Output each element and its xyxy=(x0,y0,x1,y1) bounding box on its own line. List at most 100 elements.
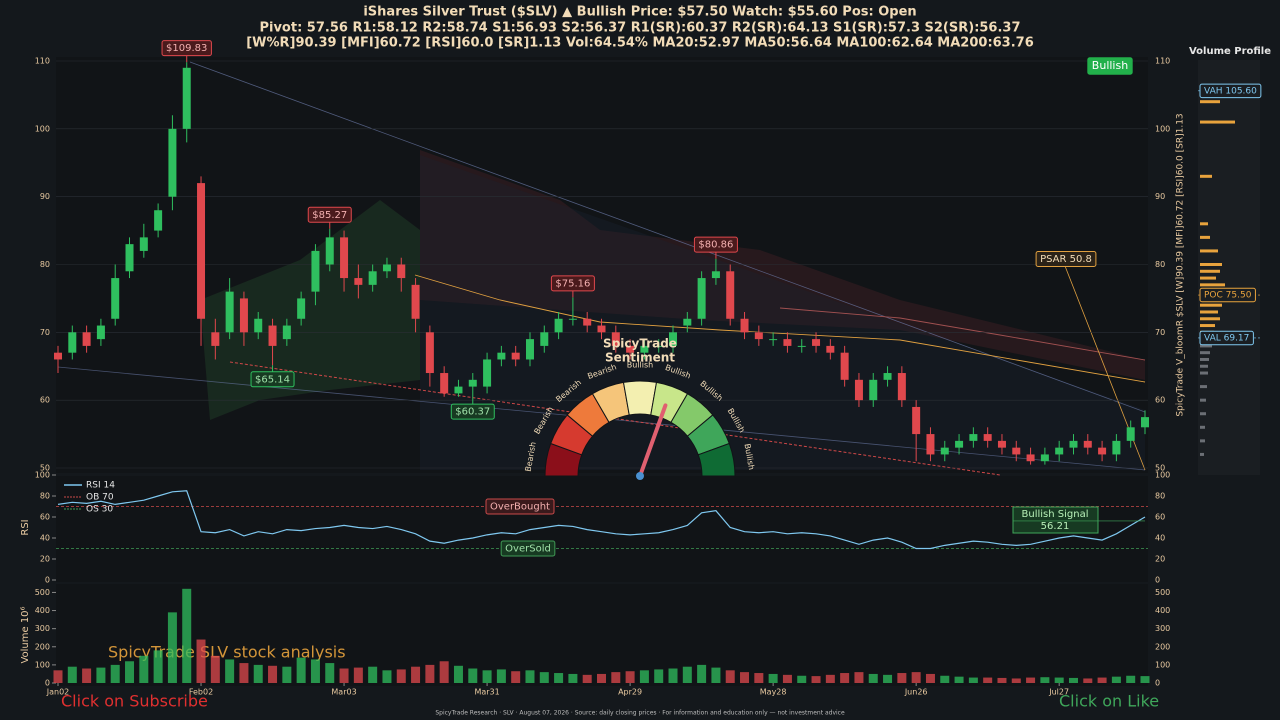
volume-bar xyxy=(53,670,63,683)
volume-bar xyxy=(411,666,421,683)
signal-badge: Bullish xyxy=(1092,59,1128,72)
y-tick-label-right: 20 xyxy=(1155,555,1165,564)
profile-bar xyxy=(1200,452,1204,456)
candle-body xyxy=(197,183,206,319)
volume-bar xyxy=(697,664,707,683)
volume-bar xyxy=(954,676,964,683)
y-tick-label: 20 xyxy=(40,555,50,564)
profile-bar xyxy=(1200,439,1205,443)
candle-body xyxy=(669,332,678,346)
signal-badge-box xyxy=(1087,57,1133,75)
y-tick-label: 90 xyxy=(40,192,50,201)
volume-bar xyxy=(682,666,692,683)
y-tick-label-right: 300 xyxy=(1155,624,1170,633)
candle-body xyxy=(997,440,1006,448)
volume-bar xyxy=(353,667,363,683)
volume-bar xyxy=(396,669,406,683)
y-tick-label: 500 xyxy=(35,588,50,597)
volume-bar xyxy=(883,674,893,683)
volume-bar xyxy=(482,670,492,683)
candle-body xyxy=(454,386,463,394)
candle-body xyxy=(983,434,992,441)
volume-bar xyxy=(782,674,792,683)
annotation-label: $60.37 xyxy=(455,407,490,418)
profile-bar xyxy=(1200,324,1215,328)
volume-bar xyxy=(439,661,449,683)
volume-bar xyxy=(468,668,478,683)
volume-bar xyxy=(282,666,292,683)
profile-marker-label-box xyxy=(1199,330,1254,346)
profile-bar xyxy=(1200,235,1210,239)
candle-body xyxy=(282,325,291,340)
candle-body xyxy=(168,128,177,197)
candle-body xyxy=(268,325,277,346)
profile-bar xyxy=(1200,351,1210,355)
volume-bar xyxy=(310,659,320,683)
profile-bar xyxy=(1200,269,1220,273)
candle-body xyxy=(211,332,220,346)
candle-body xyxy=(626,345,635,353)
gauge-hub xyxy=(636,472,644,480)
candle-body xyxy=(654,345,663,347)
profile-bar xyxy=(1200,344,1212,348)
y-tick-label-right: 50 xyxy=(1155,464,1165,473)
like-link[interactable]: Click on Like xyxy=(1059,692,1159,711)
subscribe-link[interactable]: Click on Subscribe xyxy=(61,692,208,711)
x-tick-label: Mar03 xyxy=(331,688,356,697)
volume-bar xyxy=(139,655,149,683)
volume-bar xyxy=(668,668,678,683)
candle-body xyxy=(1112,440,1121,455)
profile-marker-label: VAH 105.60 xyxy=(1204,86,1257,96)
candle-body xyxy=(225,291,234,333)
candle-body xyxy=(1098,447,1107,455)
volume-bar xyxy=(568,673,578,683)
gauge-segment xyxy=(697,442,736,477)
candle-body xyxy=(697,278,706,319)
candle-body xyxy=(1026,454,1035,462)
gauge-title: SpicyTrade xyxy=(603,337,677,351)
volume-bar xyxy=(110,664,120,683)
legend-label: RSI 14 xyxy=(86,481,115,491)
profile-bar xyxy=(1200,357,1209,361)
header-line: Pivot: 57.56 R1:58.12 R2:58.74 S1:56.93 … xyxy=(259,21,1020,36)
volume-bar xyxy=(239,663,249,683)
candle-body xyxy=(297,298,306,319)
volume-bar xyxy=(453,665,463,683)
x-tick-label: May28 xyxy=(760,688,787,697)
volume-bar xyxy=(611,672,621,683)
profile-marker-label: VAL 69.17 xyxy=(1204,333,1249,343)
candle-body xyxy=(797,345,806,347)
candle-body xyxy=(325,237,334,265)
y-tick-label: 300 xyxy=(35,624,50,633)
y-tick-label-right: 80 xyxy=(1155,260,1165,269)
profile-bar xyxy=(1200,276,1216,280)
right-axis-label: SpicyTrade V_bloomR $SLV [W]90.39 [MFI]6… xyxy=(1176,113,1186,416)
candle-body xyxy=(511,352,520,360)
signal-label: Bullish Signal xyxy=(1022,509,1089,520)
volume-bar xyxy=(1054,677,1064,683)
y-tick-label-right: 400 xyxy=(1155,606,1170,615)
volume-bar xyxy=(1140,676,1150,683)
profile-bar xyxy=(1200,425,1205,429)
rsi-panel xyxy=(56,476,1148,582)
ma-line xyxy=(414,274,1146,383)
candle-body xyxy=(1040,454,1049,462)
annotation-label: $75.16 xyxy=(555,278,590,289)
x-tick-label: Mar31 xyxy=(474,688,499,697)
x-tick-label: Jun26 xyxy=(904,688,928,697)
candle-body xyxy=(783,339,792,346)
volume-bar xyxy=(496,669,506,683)
y-tick-label-right: 60 xyxy=(1155,396,1165,405)
volume-bar xyxy=(840,673,850,683)
volume-bar xyxy=(253,664,263,683)
candle-body xyxy=(883,373,892,380)
volume-bar xyxy=(268,665,278,683)
candle-body xyxy=(1055,447,1064,455)
rsi-line xyxy=(57,490,1146,550)
volume-bar xyxy=(754,673,764,683)
y-tick-label-right: 100 xyxy=(1155,471,1170,480)
volume-bar xyxy=(897,673,907,683)
candle-body xyxy=(955,440,964,448)
y-tick-label-right: 500 xyxy=(1155,588,1170,597)
volume-bar xyxy=(582,674,592,683)
